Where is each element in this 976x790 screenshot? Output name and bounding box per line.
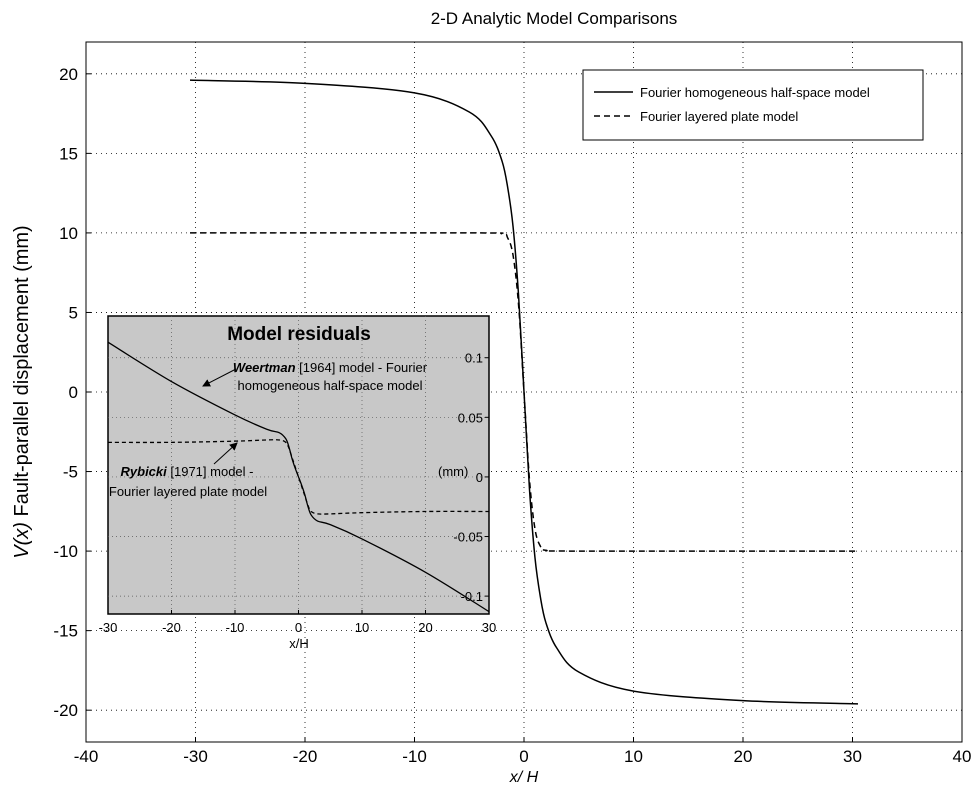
- x-axis-label-rest: / H: [517, 769, 539, 785]
- inset-x-axis-label: x/H: [289, 636, 309, 651]
- main-y-tick-label: 15: [59, 144, 78, 163]
- x-axis-label: x/ H: [509, 769, 539, 785]
- main-y-tick-label: -15: [53, 622, 78, 641]
- chart-title: 2-D Analytic Model Comparisons: [431, 9, 678, 28]
- main-y-tick-label: -5: [63, 463, 78, 482]
- annotation-rybicki-author: Rybicki: [121, 464, 168, 479]
- main-x-tick-label: 0: [519, 747, 528, 766]
- main-x-tick-label: -30: [183, 747, 208, 766]
- inset-series-group: [107, 341, 490, 613]
- main-ticks: -40 -30 -20 -10 0 10 20 30 40 -20 -15 -10 -5 0 5 10 15 20: [53, 65, 971, 766]
- inset-series-weertman-residual: [107, 341, 490, 613]
- annotation-weertman-arrow: [202, 368, 237, 387]
- inset-ticks: -30 -20 -10 0 10 20 30 -0.1 -0.05 0 0.05 0.1: [99, 351, 497, 635]
- inset-y-tick-label: 0.05: [458, 410, 483, 425]
- x-axis-label-var: x: [509, 769, 519, 785]
- main-x-tick-label: 20: [734, 747, 753, 766]
- inset-x-tick-label: -30: [99, 620, 118, 635]
- main-x-tick-label: -40: [74, 747, 99, 766]
- inset-y-tick-label: -0.05: [453, 530, 483, 545]
- legend-box: [582, 69, 924, 141]
- annotation-weertman-rest: [1964] model - Fourier: [296, 360, 428, 375]
- legend: Fourier homogeneous half-space model Fou…: [582, 69, 924, 141]
- main-y-tick-label: 20: [59, 65, 78, 84]
- main-x-tick-label: 40: [953, 747, 972, 766]
- y-axis-label-var: V(x): [11, 522, 33, 559]
- inset-unit-label: (mm): [438, 464, 468, 479]
- main-y-tick-label: 10: [59, 224, 78, 243]
- main-x-tick-label: 10: [624, 747, 643, 766]
- annotation-weertman-author: Weertman: [233, 360, 296, 375]
- series-line-halfspace: [189, 79, 859, 705]
- inset-y-tick-label: 0.1: [465, 351, 483, 366]
- inset-grid: [108, 316, 489, 614]
- inset-annotation-rybicki-line2: Fourier layered plate model: [109, 484, 267, 499]
- inset-annotation-weertman-line2: homogeneous half-space model: [237, 378, 422, 393]
- y-axis-label: V(x) Fault-parallel displacement (mm): [11, 225, 33, 558]
- annotation-rybicki-arrow: [213, 442, 238, 465]
- series-line-layered: [190, 232, 858, 552]
- inset-y-tick-label: -0.1: [461, 589, 483, 604]
- legend-label-dashed: Fourier layered plate model: [640, 109, 798, 124]
- y-axis-label-rest: Fault-parallel displacement (mm): [11, 225, 33, 522]
- inset-y-tick-label: 0: [476, 470, 483, 485]
- main-series-group: [189, 79, 859, 705]
- main-y-tick-label: -20: [53, 701, 78, 720]
- inset-x-tick-label: 10: [355, 620, 369, 635]
- annotation-rybicki-rest: [1971] model -: [167, 464, 254, 479]
- main-y-tick-label: -10: [53, 542, 78, 561]
- inset-x-tick-label: -10: [226, 620, 245, 635]
- inset-title: Model residuals: [227, 324, 371, 345]
- inset-chart: -30 -20 -10 0 10 20 30 -0.1 -0.05 0 0.05 0.1 Model …: [99, 315, 497, 651]
- main-x-tick-label: 30: [843, 747, 862, 766]
- main-x-tick-label: -20: [293, 747, 318, 766]
- inset-annotation-weertman: Weertman [1964] model - Fourier: [233, 360, 428, 375]
- legend-label-solid: Fourier homogeneous half-space model: [640, 85, 870, 100]
- inset-annotation-rybicki: Rybicki [1971] model -: [121, 464, 254, 479]
- inset-x-tick-label: -20: [162, 620, 181, 635]
- inset-x-tick-label: 20: [418, 620, 432, 635]
- main-x-tick-label: -10: [402, 747, 427, 766]
- inset-x-tick-label: 30: [482, 620, 496, 635]
- inset-x-tick-label: 0: [295, 620, 302, 635]
- main-y-tick-label: 0: [69, 383, 78, 402]
- main-y-tick-label: 5: [69, 303, 78, 322]
